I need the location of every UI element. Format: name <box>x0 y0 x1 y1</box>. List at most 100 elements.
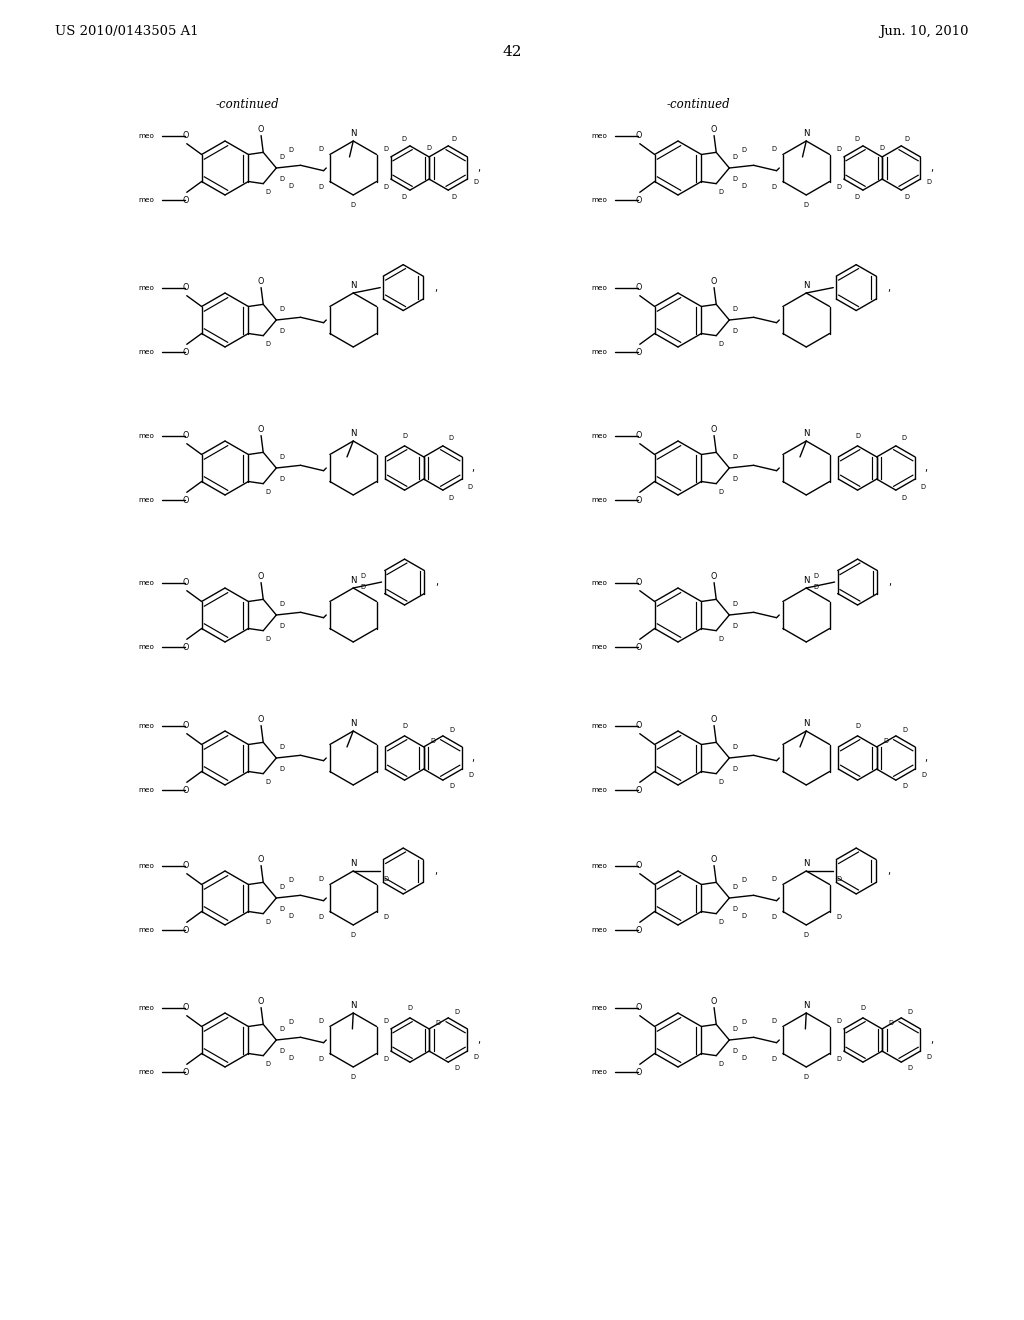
Text: O: O <box>635 578 642 587</box>
Text: D: D <box>927 178 932 185</box>
Text: D: D <box>383 1056 388 1061</box>
Text: meo: meo <box>138 788 155 793</box>
Text: O: O <box>635 721 642 730</box>
Text: D: D <box>813 573 818 579</box>
Text: O: O <box>258 125 264 133</box>
Text: D: D <box>383 913 388 920</box>
Text: O: O <box>635 785 642 795</box>
Text: D: D <box>318 1056 324 1061</box>
Text: D: D <box>733 883 737 890</box>
Text: O: O <box>258 277 264 286</box>
Text: ,: , <box>889 577 892 587</box>
Text: N: N <box>350 1001 356 1010</box>
Text: ,: , <box>434 282 437 293</box>
Text: D: D <box>455 1065 460 1072</box>
Text: ,: , <box>477 162 480 173</box>
Text: O: O <box>182 282 188 292</box>
Text: D: D <box>855 723 860 729</box>
Text: D: D <box>771 1018 776 1024</box>
Text: D: D <box>733 329 737 334</box>
Text: D: D <box>813 583 818 590</box>
Text: O: O <box>711 855 717 863</box>
Text: D: D <box>383 183 388 190</box>
Text: O: O <box>635 432 642 440</box>
Text: meo: meo <box>138 644 155 651</box>
Text: D: D <box>855 194 860 199</box>
Text: D: D <box>927 1055 932 1060</box>
Text: -continued: -continued <box>215 98 279 111</box>
Text: meo: meo <box>138 1005 155 1011</box>
Text: D: D <box>265 189 270 195</box>
Text: D: D <box>771 1056 776 1061</box>
Text: meo: meo <box>138 579 155 586</box>
Text: D: D <box>383 147 388 152</box>
Text: D: D <box>836 913 841 920</box>
Text: O: O <box>711 572 717 581</box>
Text: meo: meo <box>591 1005 607 1011</box>
Text: D: D <box>733 454 737 459</box>
Text: D: D <box>265 636 270 643</box>
Text: D: D <box>280 767 285 772</box>
Text: O: O <box>182 348 188 356</box>
Text: D: D <box>360 573 366 579</box>
Text: D: D <box>318 876 324 882</box>
Text: D: D <box>450 783 455 789</box>
Text: ,: , <box>471 463 475 473</box>
Text: N: N <box>350 576 356 585</box>
Text: D: D <box>883 738 888 743</box>
Text: D: D <box>733 153 737 160</box>
Text: D: D <box>401 136 407 143</box>
Text: O: O <box>711 125 717 133</box>
Text: D: D <box>719 636 724 643</box>
Text: D: D <box>289 147 294 153</box>
Text: O: O <box>182 432 188 440</box>
Text: ,: , <box>887 866 890 876</box>
Text: D: D <box>280 907 285 912</box>
Text: D: D <box>836 147 841 152</box>
Text: meo: meo <box>138 928 155 933</box>
Text: O: O <box>182 195 188 205</box>
Text: meo: meo <box>138 722 155 729</box>
Text: D: D <box>855 136 860 143</box>
Text: O: O <box>182 643 188 652</box>
Text: D: D <box>467 484 472 490</box>
Text: O: O <box>711 277 717 286</box>
Text: ,: , <box>434 866 437 876</box>
Text: N: N <box>350 859 356 869</box>
Text: D: D <box>804 202 809 209</box>
Text: D: D <box>401 194 407 199</box>
Text: D: D <box>836 1018 841 1024</box>
Text: O: O <box>635 348 642 356</box>
Text: D: D <box>922 772 927 779</box>
Text: D: D <box>280 1048 285 1055</box>
Text: D: D <box>449 436 453 441</box>
Text: D: D <box>771 913 776 920</box>
Text: D: D <box>741 1019 746 1024</box>
Text: O: O <box>635 643 642 652</box>
Text: D: D <box>860 1005 865 1011</box>
Text: D: D <box>907 1008 912 1015</box>
Text: O: O <box>635 195 642 205</box>
Text: meo: meo <box>138 132 155 139</box>
Text: N: N <box>350 719 356 727</box>
Text: D: D <box>449 495 453 500</box>
Text: D: D <box>318 1018 324 1024</box>
Text: D: D <box>904 194 909 199</box>
Text: D: D <box>719 490 724 495</box>
Text: D: D <box>836 183 841 190</box>
Text: D: D <box>473 178 478 185</box>
Text: D: D <box>265 490 270 495</box>
Text: meo: meo <box>138 1069 155 1076</box>
Text: D: D <box>902 783 907 789</box>
Text: D: D <box>280 153 285 160</box>
Text: US 2010/0143505 A1: US 2010/0143505 A1 <box>55 25 199 38</box>
Text: ,: , <box>925 463 928 473</box>
Text: D: D <box>733 623 737 630</box>
Text: meo: meo <box>591 498 607 503</box>
Text: O: O <box>182 925 188 935</box>
Text: O: O <box>635 925 642 935</box>
Text: D: D <box>360 583 366 590</box>
Text: meo: meo <box>591 862 607 869</box>
Text: D: D <box>921 484 926 490</box>
Text: ,: , <box>925 752 928 763</box>
